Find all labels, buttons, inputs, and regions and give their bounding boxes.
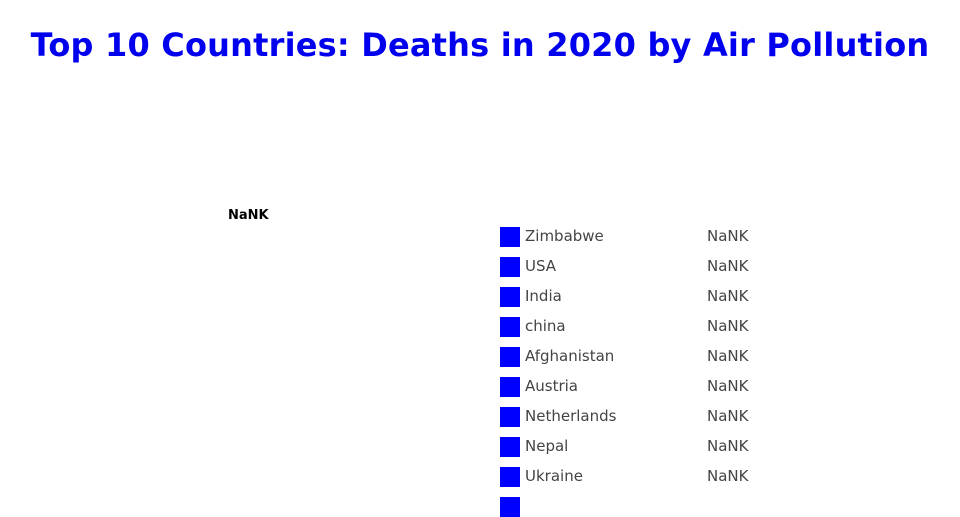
- legend-item[interactable]: china NaNK: [500, 316, 800, 337]
- legend-swatch: [500, 377, 520, 397]
- legend-swatch: [500, 437, 520, 457]
- legend-label: china: [525, 317, 566, 335]
- legend-swatch: [500, 497, 520, 517]
- legend-value: NaNK: [707, 377, 749, 395]
- legend-value: NaNK: [707, 227, 749, 245]
- legend-swatch: [500, 347, 520, 367]
- legend-value: NaNK: [707, 317, 749, 335]
- legend-item[interactable]: USA NaNK: [500, 256, 800, 277]
- legend-swatch: [500, 287, 520, 307]
- chart-title: Top 10 Countries: Deaths in 2020 by Air …: [30, 26, 930, 64]
- legend-label: Netherlands: [525, 407, 617, 425]
- legend-item[interactable]: Afghanistan NaNK: [500, 346, 800, 367]
- legend-value: NaNK: [707, 437, 749, 455]
- legend-label: Afghanistan: [525, 347, 615, 365]
- legend-value: NaNK: [707, 407, 749, 425]
- legend-label: Austria: [525, 377, 578, 395]
- legend-item[interactable]: Austria NaNK: [500, 376, 800, 397]
- legend-item[interactable]: Netherlands NaNK: [500, 406, 800, 427]
- legend-item[interactable]: India NaNK: [500, 286, 800, 307]
- legend-swatch: [500, 407, 520, 427]
- pie-center-label: NaNK: [228, 208, 269, 223]
- legend-label: Ukraine: [525, 467, 583, 485]
- legend-swatch: [500, 227, 520, 247]
- legend-label: India: [525, 287, 562, 305]
- legend-value: NaNK: [707, 347, 749, 365]
- legend-swatch: [500, 317, 520, 337]
- legend-item[interactable]: Nepal NaNK: [500, 436, 800, 457]
- legend-item[interactable]: Zimbabwe NaNK: [500, 226, 800, 247]
- legend-value: NaNK: [707, 287, 749, 305]
- legend-swatch: [500, 257, 520, 277]
- legend-item[interactable]: Ukraine NaNK: [500, 466, 800, 487]
- legend-swatch: [500, 467, 520, 487]
- legend-item[interactable]: [500, 496, 800, 517]
- legend-label: USA: [525, 257, 557, 275]
- legend-label: Zimbabwe: [525, 227, 604, 245]
- legend-value: NaNK: [707, 257, 749, 275]
- legend-value: NaNK: [707, 467, 749, 485]
- legend-label: Nepal: [525, 437, 569, 455]
